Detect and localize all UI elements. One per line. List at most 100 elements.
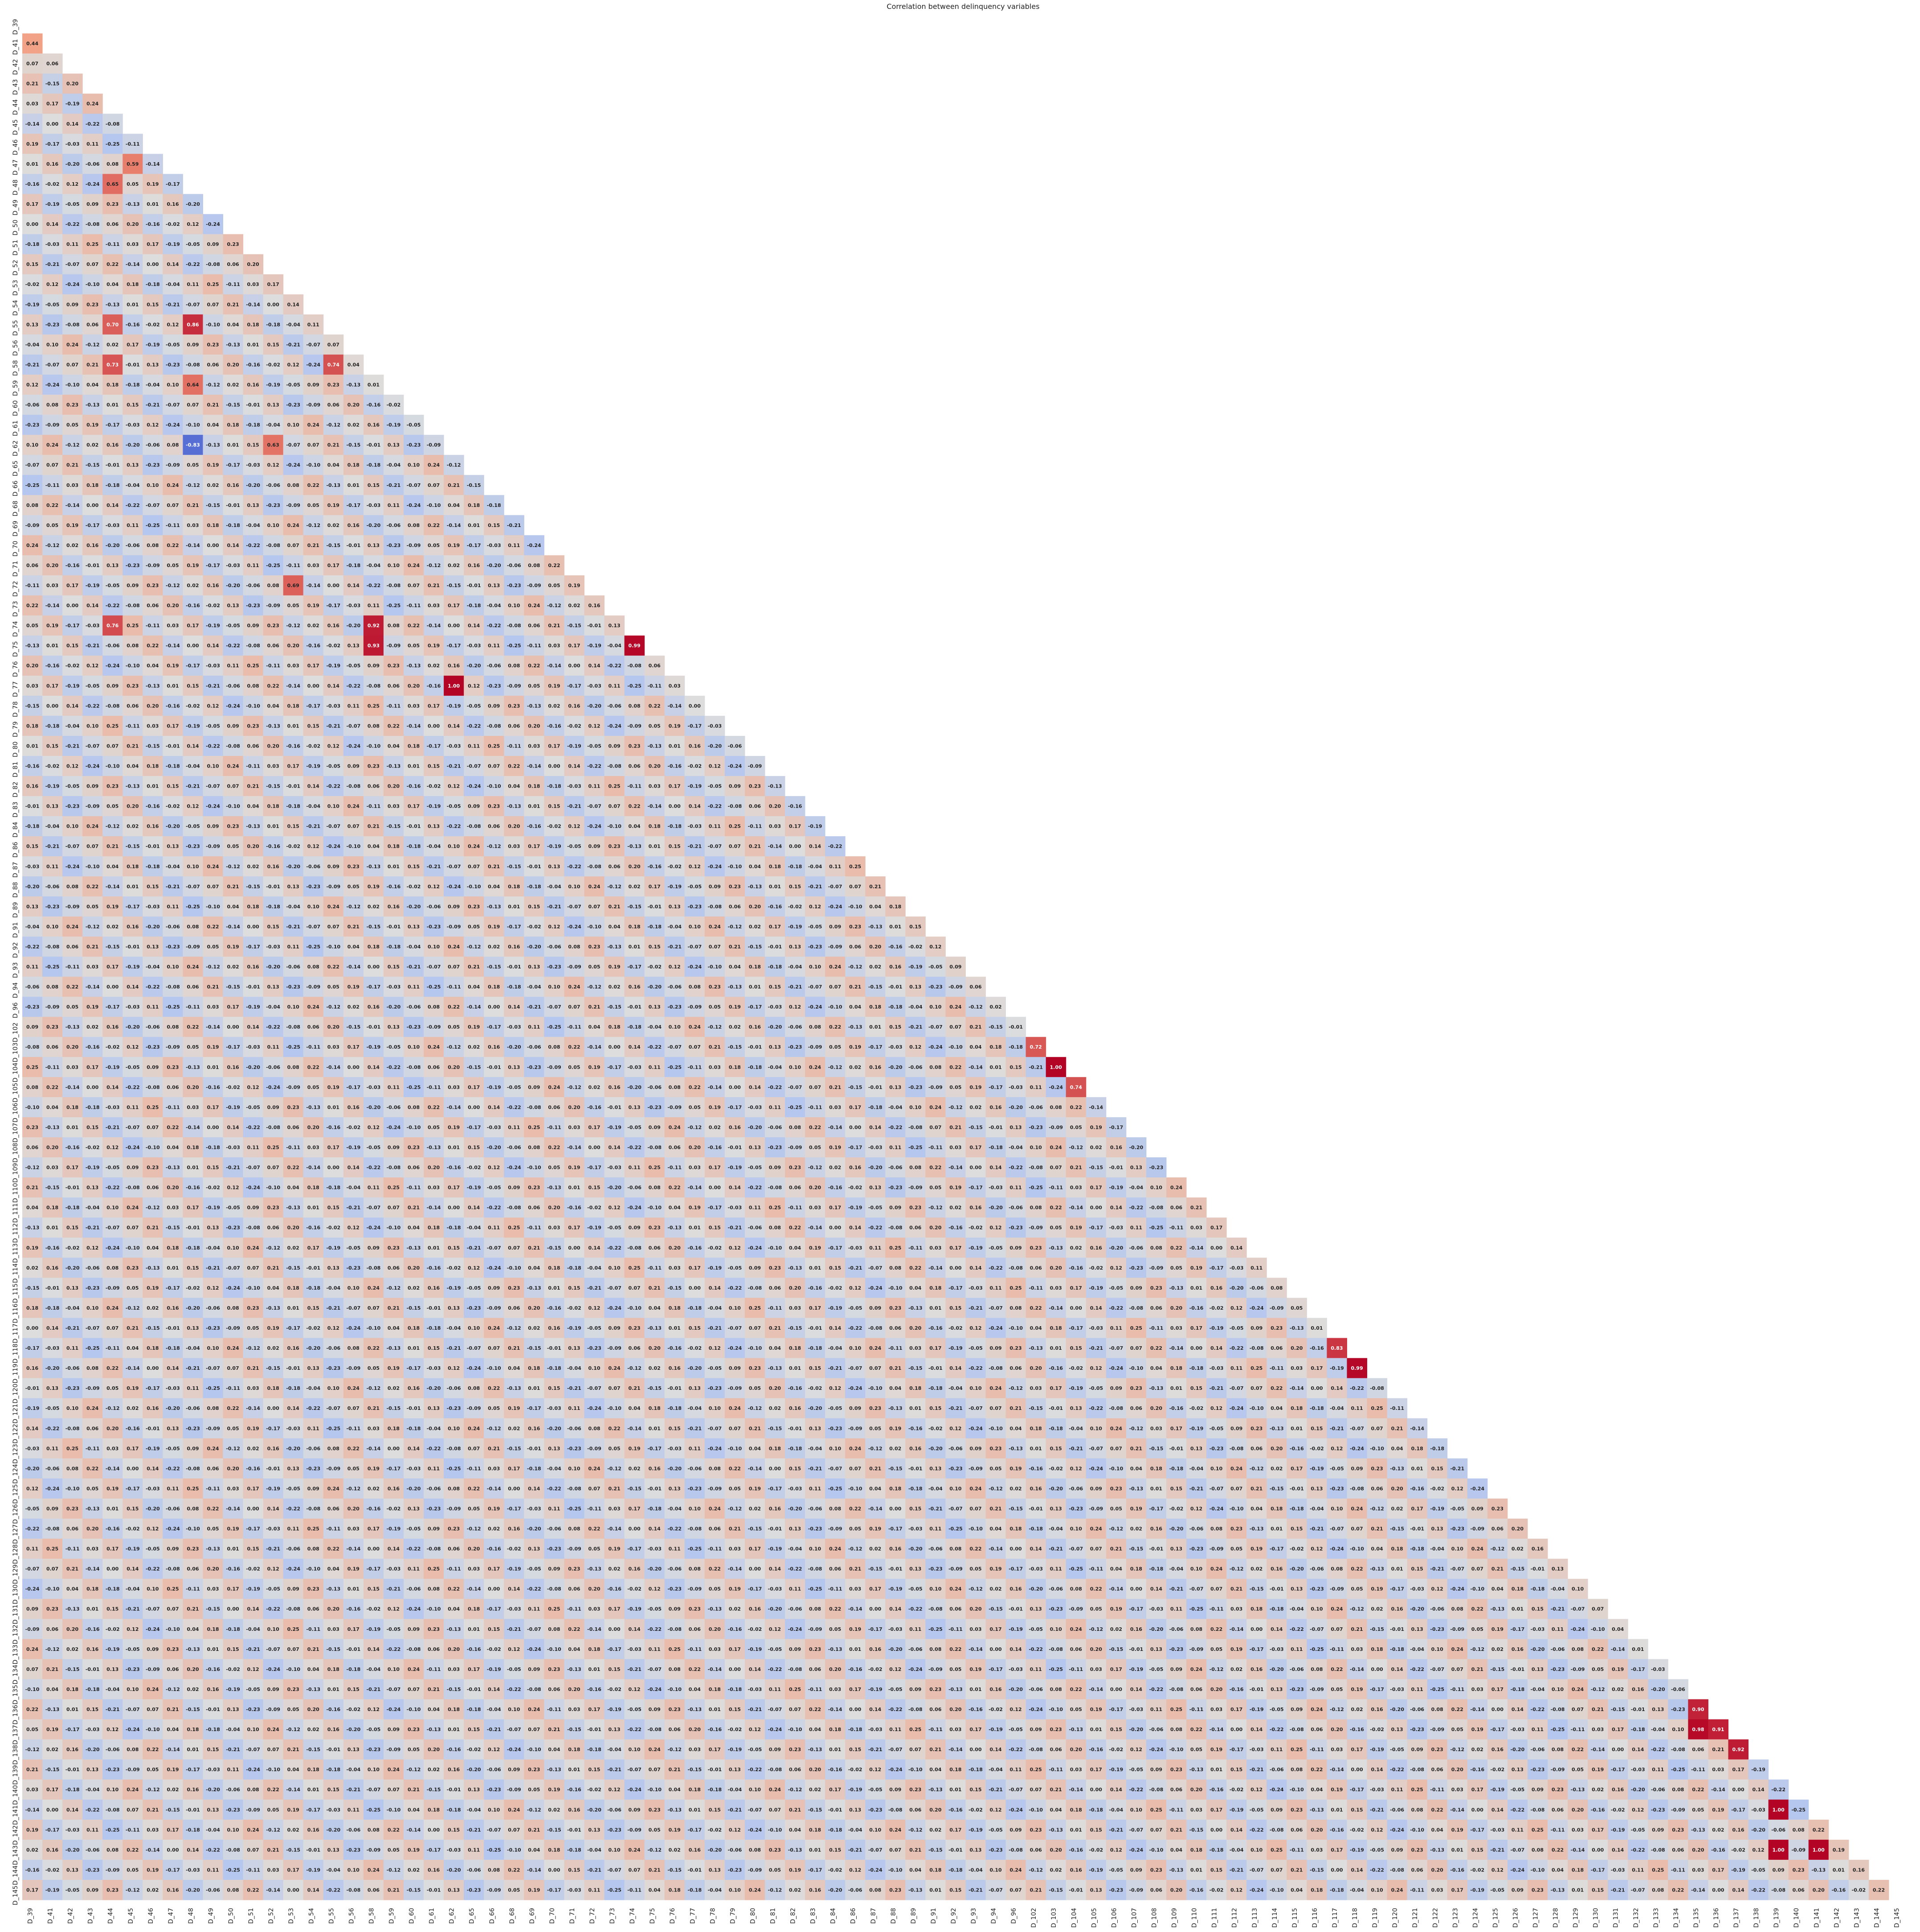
heatmap-cell-label: 0.17 (26, 201, 38, 207)
heatmap-cell-label: 0.11 (629, 1165, 641, 1171)
heatmap-cell-label: 0.07 (508, 1245, 520, 1251)
heatmap-cell-label: 0.00 (368, 964, 380, 970)
heatmap-cell-label: 0.15 (588, 1185, 600, 1191)
heatmap-cell-label: 0.23 (106, 784, 118, 789)
heatmap-cell-label: -0.23 (407, 1024, 421, 1030)
heatmap-cell-label: -0.15 (146, 1325, 160, 1331)
heatmap-cell-label: -0.11 (347, 1426, 361, 1431)
heatmap-cell-label: 0.09 (1110, 1385, 1122, 1391)
heatmap-cell-label: 0.10 (789, 1064, 801, 1070)
heatmap-cell-label: 0.03 (167, 1205, 179, 1211)
heatmap-cell-label: -0.06 (65, 1365, 80, 1371)
heatmap-cell-label: -0.01 (888, 984, 903, 990)
heatmap-cell-label: -0.21 (567, 1385, 581, 1391)
heatmap-cell-label: -0.25 (146, 523, 160, 528)
heatmap-cell-label: 0.20 (287, 1225, 299, 1231)
heatmap-cell-label: -0.13 (126, 201, 140, 207)
heatmap-cell-label: -0.15 (607, 1004, 621, 1010)
heatmap-cell-label: 0.25 (608, 784, 620, 789)
heatmap-cell-label: 0.11 (66, 241, 78, 247)
heatmap-cell-label: 0.23 (729, 884, 741, 890)
heatmap-cell-label: 0.04 (588, 1024, 600, 1030)
heatmap-cell-label: 0.02 (247, 864, 259, 870)
heatmap-cell-label: -0.02 (928, 1426, 943, 1431)
heatmap-cell-label: 0.21 (368, 824, 380, 829)
heatmap-cell-label: -0.12 (166, 583, 180, 588)
heatmap-cell-D_59-D_48 (183, 374, 203, 395)
heatmap-cell-label: 0.18 (1170, 1365, 1182, 1371)
heatmap-cell-label: -0.20 (888, 1064, 903, 1070)
heatmap-cell-label: 0.10 (408, 462, 420, 468)
heatmap-cell-label: 0.44 (26, 41, 38, 47)
heatmap-cell-label: 0.12 (167, 322, 179, 327)
heatmap-cell-label: 0.07 (468, 864, 480, 870)
heatmap-cell-label: 0.20 (769, 1385, 781, 1391)
heatmap-cell-label: 0.11 (247, 563, 259, 568)
heatmap-cell-label: -0.17 (968, 1185, 983, 1191)
heatmap-cell-label: 0.10 (1150, 1185, 1162, 1191)
heatmap-cell-label: -0.14 (1049, 1305, 1063, 1311)
heatmap-cell-label: 0.25 (388, 1185, 400, 1191)
heatmap-cell-label: -0.12 (86, 924, 100, 930)
heatmap-cell-D_61-D_46 (143, 415, 163, 435)
heatmap-cell-D_66-D_45 (123, 475, 143, 495)
heatmap-cell-label: -0.08 (728, 804, 742, 809)
heatmap-cell-label: -0.03 (868, 1145, 882, 1151)
heatmap-cell-label: -0.10 (266, 1185, 280, 1191)
heatmap-cell-D_43-D_42 (62, 74, 83, 94)
heatmap-cell-label: 0.21 (629, 1385, 641, 1391)
heatmap-cell-label: -0.03 (25, 864, 40, 870)
heatmap-cell-label: 0.13 (368, 543, 380, 548)
heatmap-cell-label: 0.02 (709, 1124, 721, 1130)
heatmap-cell-label: -0.15 (908, 1365, 923, 1371)
heatmap-cell-label: 0.06 (909, 1225, 921, 1231)
heatmap-cell-label: 0.74 (1070, 1084, 1082, 1090)
heatmap-cell-label: 0.01 (287, 1305, 299, 1311)
heatmap-cell-label: 0.01 (1170, 1385, 1182, 1391)
heatmap-cell-label: 0.07 (608, 804, 620, 809)
heatmap-cell-label: -0.25 (206, 1385, 220, 1391)
heatmap-cell-label: 0.05 (1170, 1265, 1182, 1271)
heatmap-cell-label: -0.01 (667, 1385, 682, 1391)
heatmap-cell-label: 0.69 (287, 583, 299, 588)
heatmap-cell-label: 0.24 (669, 1124, 681, 1130)
heatmap-cell-label: -0.07 (808, 984, 822, 990)
heatmap-cell-label: 0.23 (849, 924, 861, 930)
heatmap-cell-label: 0.24 (86, 824, 98, 829)
heatmap-cell-label: 0.19 (448, 1124, 460, 1130)
heatmap-cell-label: -0.20 (627, 1084, 641, 1090)
heatmap-cell-D_65-D_48 (183, 455, 203, 475)
heatmap-cell-label: -0.20 (768, 1024, 782, 1030)
heatmap-cell-label: -0.09 (1049, 1124, 1063, 1130)
heatmap-cell-label: -0.22 (326, 784, 340, 789)
heatmap-cell-D_54-D_41 (42, 294, 63, 315)
heatmap-cell-label: -0.13 (146, 1265, 160, 1271)
heatmap-cell-label: 0.08 (86, 1365, 98, 1371)
heatmap-cell-label: -0.08 (908, 1124, 923, 1130)
heatmap-cell-label: 0.12 (127, 1044, 139, 1050)
heatmap-cell-label: -0.22 (266, 1024, 280, 1030)
heatmap-cell-label: -0.10 (326, 944, 340, 950)
heatmap-cell-label: 0.13 (207, 1225, 219, 1231)
heatmap-cell-label: 0.08 (347, 1345, 359, 1351)
heatmap-cell-D_58-D_43 (82, 354, 103, 375)
heatmap-cell-label: 0.15 (147, 884, 159, 890)
heatmap-cell-label: 0.09 (629, 1225, 641, 1231)
heatmap-cell-label: 0.05 (106, 804, 118, 809)
heatmap-cell-label: -0.24 (286, 462, 300, 468)
heatmap-cell-D_55-D_54 (303, 314, 324, 335)
heatmap-cell-label: -0.19 (547, 844, 561, 850)
heatmap-cell-label: -0.14 (547, 663, 561, 669)
heatmap-cell-D_68-D_65 (464, 495, 484, 515)
heatmap-cell-label: 0.20 (649, 763, 661, 769)
heatmap-cell-label: -0.10 (948, 1044, 963, 1050)
heatmap-cell-label: -0.02 (407, 884, 421, 890)
heatmap-cell-label: 0.02 (347, 422, 359, 428)
heatmap-cell-label: -0.17 (206, 563, 220, 568)
heatmap-cell-label: -0.24 (928, 1044, 943, 1050)
heatmap-cell-label: 0.25 (629, 1265, 641, 1271)
heatmap-cell-label: 0.20 (929, 1225, 941, 1231)
heatmap-cell-label: 0.01 (669, 1325, 681, 1331)
heatmap-cell-label: -0.23 (166, 944, 180, 950)
heatmap-cell-label: 0.04 (368, 844, 380, 850)
